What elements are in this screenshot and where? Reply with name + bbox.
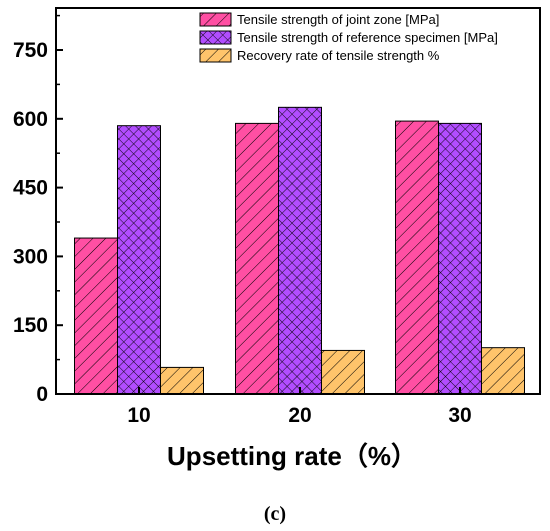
bar — [235, 122, 279, 395]
y-tick-label: 150 — [13, 314, 48, 337]
x-tick-label: 30 — [448, 404, 471, 427]
legend-label: Tensile strength of joint zone [MPa] — [237, 12, 439, 27]
y-axis: 0 150 300 450 600 750 — [13, 14, 63, 406]
legend-item: Tensile strength of reference specimen [… — [199, 30, 498, 45]
y-tick-label: 450 — [13, 177, 48, 200]
bar — [117, 125, 161, 395]
bar-pattern — [117, 125, 161, 395]
legend-swatch-pattern — [199, 48, 232, 63]
bars-group — [74, 106, 525, 395]
legend-swatch-pattern — [199, 12, 232, 27]
x-tick-label: 20 — [288, 404, 311, 427]
y-tick-label: 750 — [13, 39, 48, 62]
bar-pattern — [321, 349, 365, 395]
bar-pattern — [278, 106, 322, 395]
bar-pattern — [235, 122, 279, 395]
bar — [395, 120, 439, 395]
bar — [481, 347, 525, 395]
y-tick-label: 0 — [36, 383, 48, 406]
y-tick-label: 300 — [13, 245, 48, 268]
legend-item: Tensile strength of joint zone [MPa] — [199, 12, 439, 27]
bar-pattern — [395, 120, 439, 395]
plot-frame — [55, 7, 541, 395]
bar — [74, 237, 118, 395]
y-tick-label: 600 — [13, 108, 48, 131]
legend: Tensile strength of joint zone [MPa] Tens… — [199, 12, 498, 63]
x-tick-label: 10 — [127, 404, 150, 427]
legend-item: Recovery rate of tensile strength % — [199, 48, 440, 63]
legend-swatch-pattern — [199, 30, 232, 45]
bar-pattern — [160, 366, 204, 395]
bar — [278, 106, 322, 395]
bar-pattern — [74, 237, 118, 395]
legend-label: Recovery rate of tensile strength % — [237, 48, 440, 63]
figure-caption: (c) — [264, 503, 286, 525]
bar-pattern — [438, 122, 482, 395]
legend-label: Tensile strength of reference specimen [… — [237, 30, 498, 45]
bar-pattern — [481, 347, 525, 395]
bar — [160, 366, 204, 395]
x-axis-label: Upsetting rate（%） — [167, 441, 417, 471]
bar — [321, 349, 365, 395]
bar — [438, 122, 482, 395]
x-axis: 10 20 30 — [127, 387, 472, 427]
